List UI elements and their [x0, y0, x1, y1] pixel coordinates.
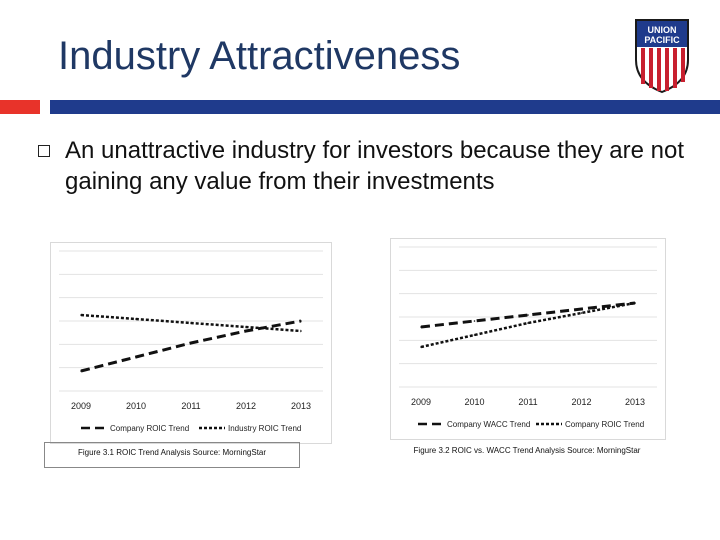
data-point	[580, 312, 583, 314]
data-point	[80, 370, 82, 372]
x-tick-label: 2013	[291, 401, 311, 411]
x-tick-label: 2012	[236, 401, 256, 411]
x-tick-label: 2011	[518, 397, 537, 407]
accent-bar-red	[0, 100, 40, 114]
series-line-2	[420, 301, 636, 349]
x-tick-label: 2009	[71, 401, 91, 411]
chart-roic-wacc: 2009 2010 2011 2012 2013 Company WACC Trend Co…	[390, 238, 666, 440]
data-point	[634, 302, 636, 304]
data-point	[245, 330, 247, 332]
data-point	[580, 308, 583, 310]
legend-label: Company WACC Trend	[447, 420, 530, 429]
chart-roic-trend: 2009 2010 2011 2012 2013 Company ROIC Trend In…	[50, 242, 332, 444]
data-point	[420, 326, 422, 328]
square-bullet-icon	[38, 145, 50, 157]
data-point	[80, 314, 82, 316]
data-point	[527, 322, 529, 324]
bullet-text: An unattractive industry for investors b…	[65, 137, 684, 195]
data-point	[300, 320, 302, 322]
slide-title: Industry Attractiveness	[58, 34, 461, 78]
x-tick-label: 2009	[411, 397, 431, 407]
legend-label: Industry ROIC Trend	[228, 424, 301, 433]
data-point	[527, 314, 529, 316]
legend-label: Company ROIC Trend	[565, 420, 644, 429]
x-tick-label: 2011	[181, 401, 200, 411]
data-point	[135, 318, 137, 320]
data-point	[300, 330, 302, 332]
x-tick-label: 2012	[571, 397, 591, 407]
logo-line2: PACIFIC	[644, 35, 680, 45]
chart-caption-1: Figure 3.1 ROIC Trend Analysis Source: M…	[44, 442, 300, 468]
legend-label: Company ROIC Trend	[110, 424, 189, 433]
data-point	[473, 320, 476, 322]
x-tick-label: 2010	[464, 397, 484, 407]
data-point	[135, 356, 137, 358]
data-point	[190, 342, 192, 344]
logo-line1: UNION	[648, 25, 677, 35]
chart-caption-2: Figure 3.2 ROIC vs. WACC Trend Analysis …	[413, 446, 641, 455]
union-pacific-logo: UNION PACIFIC	[635, 19, 689, 94]
data-point	[245, 326, 247, 328]
data-point	[473, 334, 476, 336]
series-line-1	[420, 301, 636, 329]
accent-bar-blue	[50, 100, 720, 114]
x-tick-label: 2010	[126, 401, 146, 411]
x-tick-label: 2013	[625, 397, 645, 407]
data-point	[190, 322, 192, 324]
data-point	[420, 346, 422, 348]
